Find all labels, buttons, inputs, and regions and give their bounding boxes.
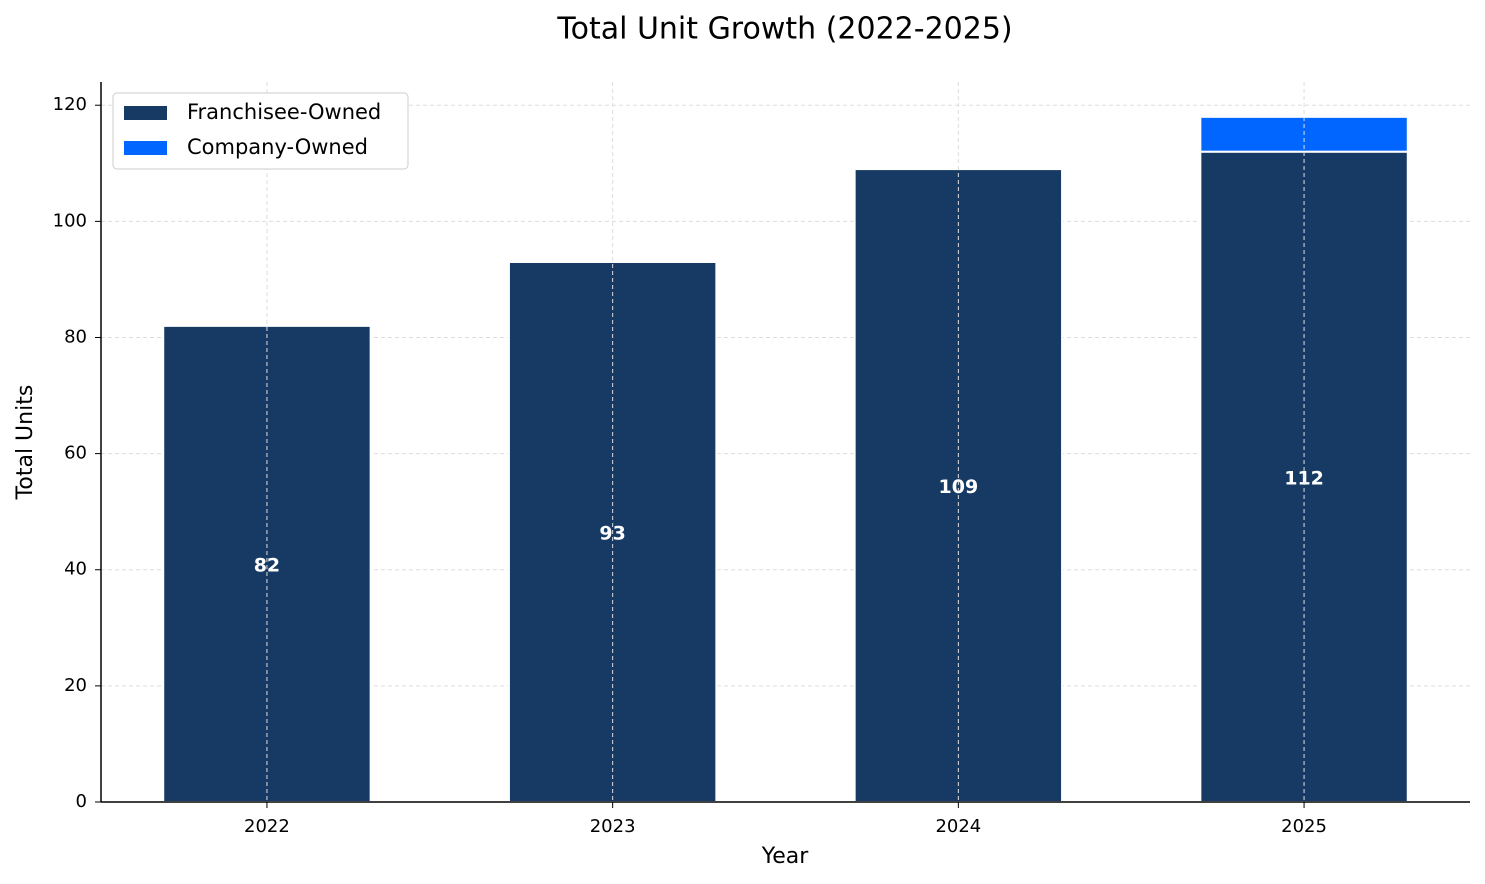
- y-tick-label: 100: [53, 210, 87, 231]
- y-axis-label: Total Units: [13, 385, 38, 501]
- data-label: 112: [1284, 467, 1324, 489]
- legend-swatch: [124, 141, 167, 155]
- legend-swatch: [124, 106, 167, 120]
- x-axis-label: Year: [761, 844, 810, 869]
- y-tick-label: 80: [64, 326, 87, 347]
- chart-title: Total Unit Growth (2022-2025): [556, 12, 1012, 47]
- legend-label: Company-Owned: [187, 135, 368, 159]
- y-tick-label: 20: [64, 675, 87, 696]
- x-tick-label: 2022: [244, 816, 290, 837]
- y-tick-label: 0: [76, 791, 87, 812]
- legend: Franchisee-Owned Company-Owned: [112, 92, 409, 170]
- legend-label: Franchisee-Owned: [187, 100, 381, 124]
- x-tick-label: 2023: [590, 816, 636, 837]
- y-tick-label: 60: [64, 443, 87, 464]
- x-tick-label: 2025: [1281, 816, 1327, 837]
- data-label: 109: [939, 476, 979, 498]
- x-tick-label: 2024: [935, 816, 981, 837]
- bars: [162, 115, 1409, 803]
- legend-box: [112, 92, 409, 170]
- y-tick-label: 120: [53, 94, 87, 115]
- y-tick-label: 40: [64, 559, 87, 580]
